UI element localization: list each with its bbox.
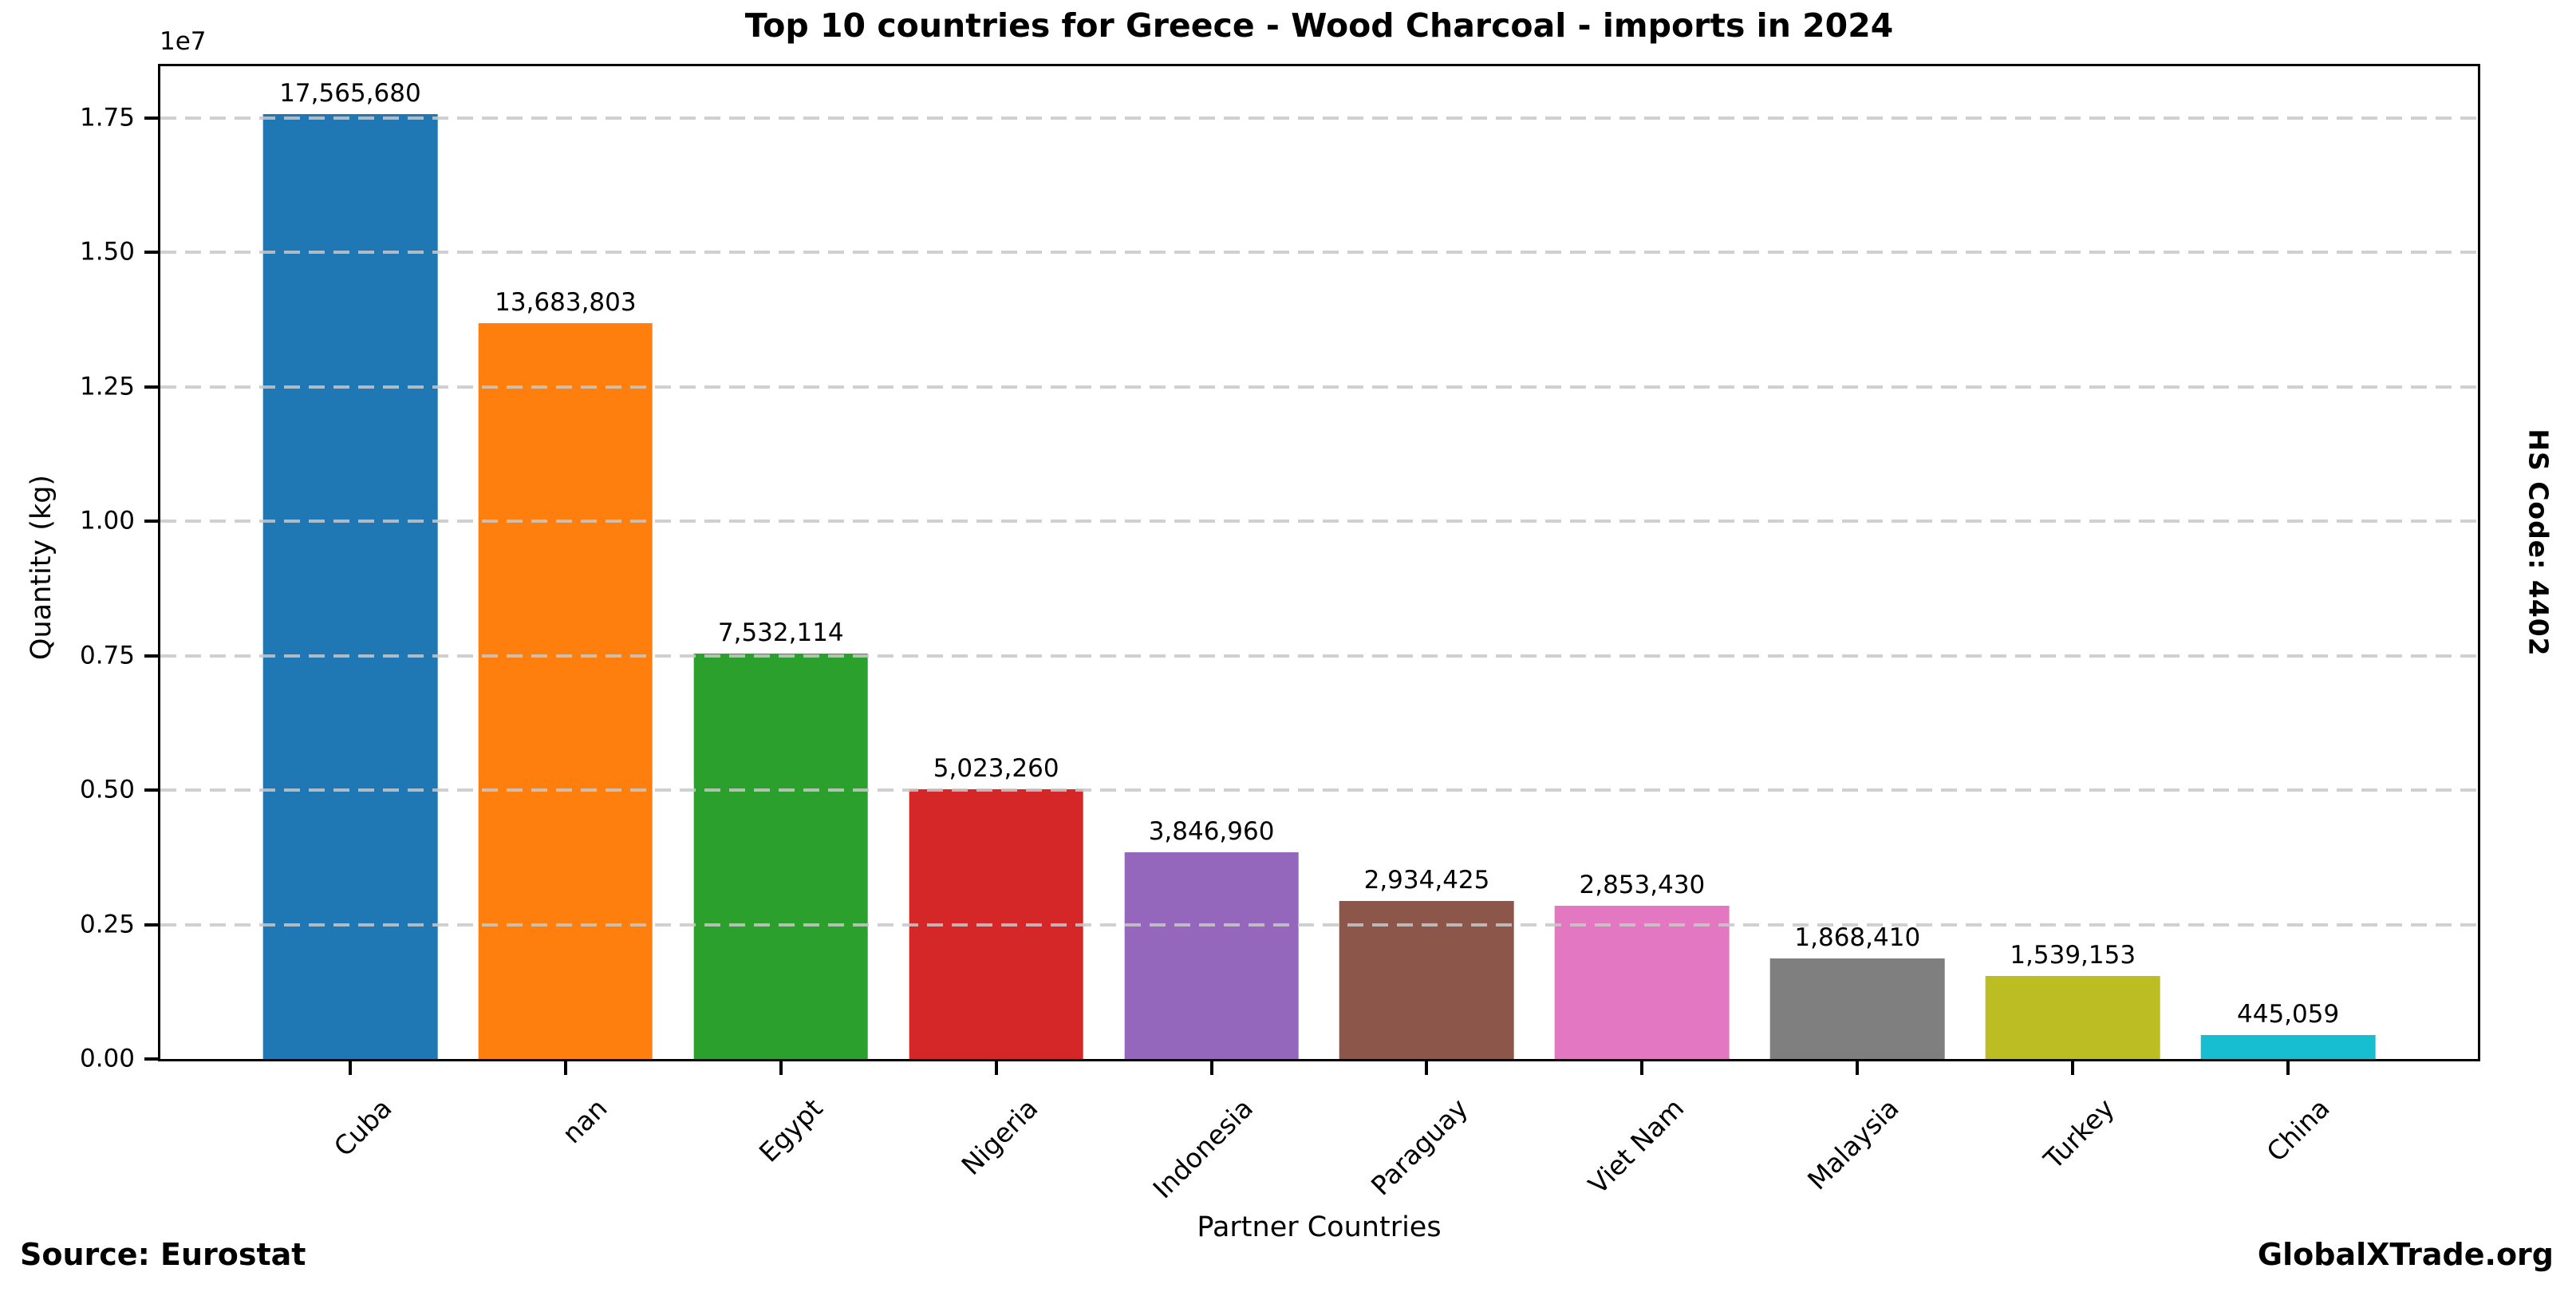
y-axis-tick-mark — [144, 788, 160, 792]
bar-cuba — [262, 114, 438, 1059]
x-axis-tick-mark — [2071, 1059, 2075, 1075]
brand-watermark: GlobalXTrade.org — [2257, 1237, 2554, 1272]
bar-paraguay — [1339, 901, 1514, 1059]
gridline — [160, 385, 2478, 389]
bar-value-label: 2,853,430 — [1579, 870, 1706, 899]
gridline — [160, 654, 2478, 658]
y-axis-tick-mark — [144, 1057, 160, 1061]
bar-slot: 1,868,410 Malaysia — [1750, 66, 1965, 1195]
x-axis-tick-label: Turkey — [2038, 1092, 2120, 1175]
x-axis-tick-mark — [1425, 1059, 1429, 1075]
bar-slot: 5,023,260 Nigeria — [889, 66, 1104, 1181]
x-axis-label: Partner Countries — [1197, 1211, 1442, 1243]
x-axis-tick-mark — [1209, 1059, 1213, 1075]
bar-slot: 3,846,960 Indonesia — [1104, 66, 1320, 1204]
x-axis-tick-label: China — [2260, 1092, 2336, 1168]
bar-slot: 1,539,153 Turkey — [1965, 66, 2180, 1175]
bar-nan — [478, 322, 653, 1059]
y-axis-tick-label: 0.25 — [79, 910, 135, 939]
x-axis-tick-label: Malaysia — [1801, 1092, 1905, 1196]
bar-slot: 2,934,425 Paraguay — [1320, 66, 1535, 1201]
bar-china — [2200, 1035, 2376, 1059]
gridline — [160, 788, 2478, 792]
bar-value-label: 7,532,114 — [717, 618, 844, 648]
bar-value-label: 13,683,803 — [495, 287, 637, 317]
y-axis-tick-mark — [144, 385, 160, 389]
x-axis-tick-mark — [348, 1059, 352, 1075]
y-axis-offset-label: 1e7 — [160, 27, 207, 56]
bar-malaysia — [1769, 958, 1945, 1059]
x-axis-tick-label: Cuba — [327, 1092, 398, 1163]
bar-value-label: 1,539,153 — [2010, 941, 2136, 970]
bar-value-label: 2,934,425 — [1363, 866, 1490, 895]
bar-value-label: 17,565,680 — [279, 79, 421, 109]
x-axis-tick-label: Egypt — [752, 1092, 829, 1168]
bar-viet-nam — [1555, 905, 1730, 1059]
x-axis-tick-mark — [563, 1059, 567, 1075]
y-axis-tick-label: 1.25 — [79, 372, 135, 401]
x-axis-tick-label: nan — [555, 1092, 613, 1150]
gridline — [160, 923, 2478, 927]
source-attribution: Source: Eurostat — [20, 1237, 306, 1272]
y-axis-tick-mark — [144, 520, 160, 524]
x-axis-tick-label: Indonesia — [1146, 1092, 1260, 1205]
x-axis-tick-mark — [779, 1059, 783, 1075]
y-axis-tick-label: 0.50 — [79, 775, 135, 804]
y-axis-tick-mark — [144, 251, 160, 255]
y-axis-tick-mark — [144, 923, 160, 927]
x-axis-tick-mark — [1640, 1059, 1644, 1075]
x-axis-tick-mark — [994, 1059, 998, 1075]
gridline — [160, 251, 2478, 255]
x-axis-tick-label: Viet Nam — [1581, 1092, 1690, 1200]
bars-container: 17,565,680 Cuba 13,683,803 nan 7,532,114 Egyp… — [160, 66, 2478, 1204]
y-axis-tick-label: 0.75 — [79, 641, 135, 670]
y-axis-tick-label: 1.00 — [79, 506, 135, 535]
bar-slot: 445,059 China — [2180, 66, 2396, 1168]
bar-value-label: 3,846,960 — [1148, 816, 1275, 846]
plot-area: 17,565,680 Cuba 13,683,803 nan 7,532,114 Egyp… — [80, 64, 2480, 1204]
y-axis-label: Quantity (kg) — [26, 474, 57, 661]
bar-slot: 7,532,114 Egypt — [673, 66, 889, 1168]
x-axis-tick-label: Paraguay — [1365, 1092, 1474, 1202]
bar-egypt — [693, 654, 869, 1059]
y-axis-tick-label: 0.00 — [79, 1044, 135, 1073]
y-axis-tick-label: 1.50 — [79, 237, 135, 267]
bar-slot: 17,565,680 Cuba — [243, 66, 458, 1163]
bar-value-label: 445,059 — [2237, 1000, 2340, 1029]
gridline — [160, 520, 2478, 524]
bar-slot: 13,683,803 nan — [458, 66, 673, 1149]
x-axis-tick-label: Nigeria — [955, 1092, 1044, 1181]
bar-turkey — [1985, 976, 2160, 1059]
bar-slot: 2,853,430 Viet Nam — [1534, 66, 1750, 1200]
x-axis-tick-mark — [1856, 1059, 1860, 1075]
bar-value-label: 1,868,410 — [1794, 923, 1921, 953]
y-axis-tick-label: 1.75 — [79, 103, 135, 132]
bar-indonesia — [1124, 851, 1299, 1059]
hs-code-side-label: HS Code: 4402 — [2523, 429, 2554, 657]
gridline — [160, 116, 2478, 120]
x-axis-tick-mark — [2286, 1059, 2290, 1075]
y-axis-tick-mark — [144, 116, 160, 120]
bar-value-label: 5,023,260 — [933, 753, 1059, 783]
y-axis-tick-mark — [144, 654, 160, 658]
chart-title: Top 10 countries for Greece - Wood Charc… — [744, 6, 1894, 45]
